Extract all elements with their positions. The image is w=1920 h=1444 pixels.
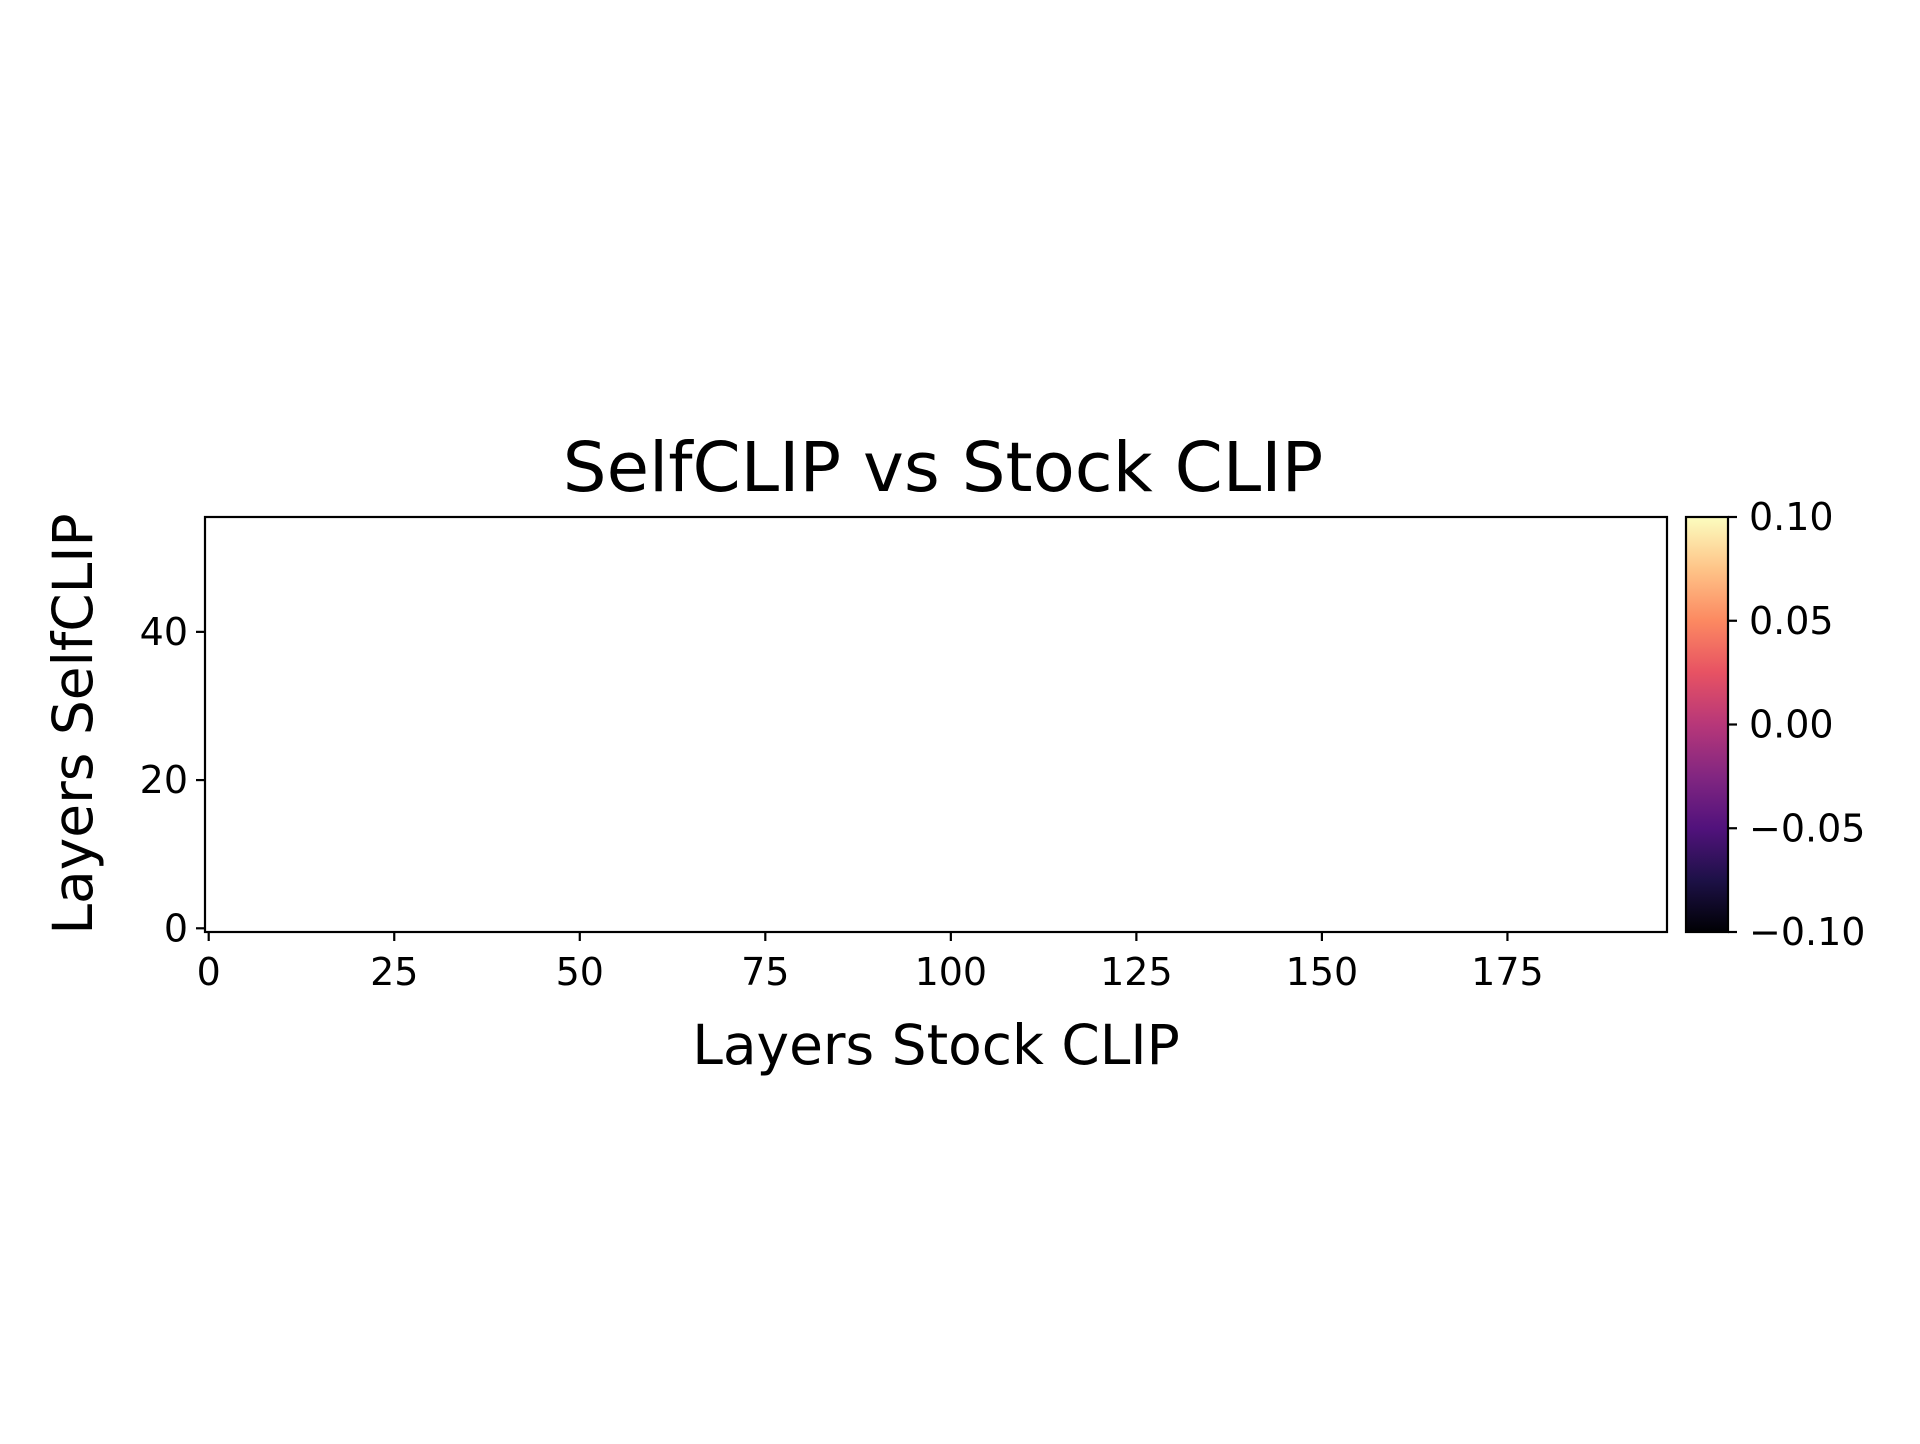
plot-area <box>203 515 1669 934</box>
chart-title: SelfCLIP vs Stock CLIP <box>563 428 1323 508</box>
y-tick-label: 20 <box>140 758 188 802</box>
colorbar-tick-label: 0.05 <box>1749 599 1834 643</box>
y-tick-label: 40 <box>140 610 188 654</box>
x-tick-label: 175 <box>1471 950 1544 994</box>
x-tick-label: 100 <box>915 950 988 994</box>
colorbar-tick-label: 0.00 <box>1749 703 1834 747</box>
x-axis-ticks: 0 25 50 75 100 125 150 175 <box>197 932 1544 994</box>
x-tick-label: 125 <box>1100 950 1173 994</box>
x-tick-label: 50 <box>556 950 604 994</box>
x-tick-label: 0 <box>197 950 221 994</box>
x-tick-label: 150 <box>1286 950 1359 994</box>
x-axis-label: Layers Stock CLIP <box>692 1013 1180 1077</box>
x-tick-label: 25 <box>370 950 418 994</box>
y-axis-ticks: 0 20 40 <box>140 610 205 950</box>
colorbar-tick-label: 0.10 <box>1749 495 1834 539</box>
colorbar-ticks: −0.10 −0.05 0.00 0.05 0.10 <box>1728 495 1865 954</box>
colorbar <box>1684 515 1730 934</box>
colorbar-tick-label: −0.10 <box>1749 910 1865 954</box>
colorbar-tick-label: −0.05 <box>1749 806 1865 850</box>
x-tick-label: 75 <box>741 950 789 994</box>
y-axis-label: Layers SelfCLIP <box>41 513 105 934</box>
y-tick-label: 0 <box>164 906 188 950</box>
